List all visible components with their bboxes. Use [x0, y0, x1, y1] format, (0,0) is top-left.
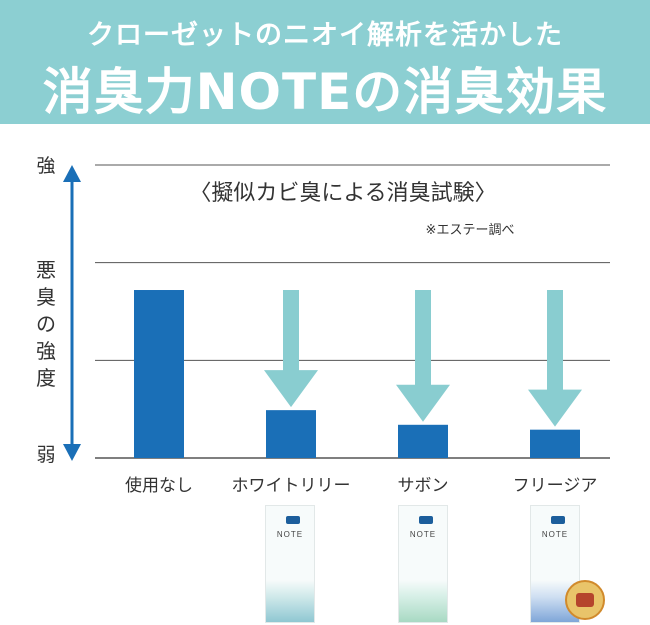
chart-title: 〈擬似カビ臭による消臭試験〉 — [189, 181, 496, 206]
arrow-up-icon — [63, 165, 81, 182]
category-label: サボン — [398, 476, 449, 496]
reduction-arrows — [264, 290, 582, 427]
down-arrow-icon — [264, 290, 318, 408]
y-axis-label-char: 悪 — [36, 258, 56, 282]
category-labels: 使用なし ホワイトリリー サボン フリージア — [125, 475, 597, 496]
savon-package-icon: NOTE — [398, 505, 448, 623]
header-banner: クローゼットのニオイ解析を活かした 消臭力NOTEの消臭効果 — [0, 0, 650, 124]
brand-logo-icon — [419, 516, 433, 524]
bar-chart: 使用なし ホワイトリリー サボン フリージア 〈擬似カビ臭による消臭試験〉 ※エステー… — [36, 155, 610, 496]
flower-art-icon — [266, 580, 314, 622]
header-subtitle: クローゼットのニオイ解析を活かした — [87, 20, 563, 51]
category-label: ホワイトリリー — [232, 476, 351, 496]
white-lily-package-icon: NOTE — [265, 505, 315, 623]
y-axis-label-char: 強 — [36, 339, 56, 363]
y-axis-label-char: の — [36, 312, 56, 336]
bars — [134, 290, 580, 458]
soap-art-icon — [399, 580, 447, 622]
arrow-down-icon — [63, 444, 81, 461]
bar — [266, 410, 316, 458]
product-images: NOTE NOTE NOTE — [0, 505, 650, 625]
product-brand: NOTE — [541, 530, 569, 539]
product-brand: NOTE — [409, 530, 437, 539]
chart-note: ※エステー調べ — [426, 223, 515, 238]
brand-logo-icon — [286, 516, 300, 524]
bar — [134, 290, 184, 458]
pharmacy-badge-icon — [565, 580, 605, 620]
badge-inner-icon — [576, 593, 594, 607]
y-bottom-label: 弱 — [36, 444, 55, 466]
down-arrow-icon — [528, 290, 582, 427]
category-label: フリージア — [513, 476, 598, 496]
y-axis — [63, 165, 81, 461]
brand-logo-icon — [551, 516, 565, 524]
bar — [530, 429, 580, 458]
product-brand: NOTE — [276, 530, 304, 539]
y-axis-label-char: 臭 — [36, 285, 56, 309]
y-axis-label-char: 度 — [36, 366, 56, 390]
bar — [398, 424, 448, 458]
y-top-label: 強 — [36, 155, 55, 177]
category-label: 使用なし — [125, 475, 193, 496]
down-arrow-icon — [396, 290, 450, 422]
header-title: 消臭力NOTEの消臭効果 — [42, 63, 608, 121]
